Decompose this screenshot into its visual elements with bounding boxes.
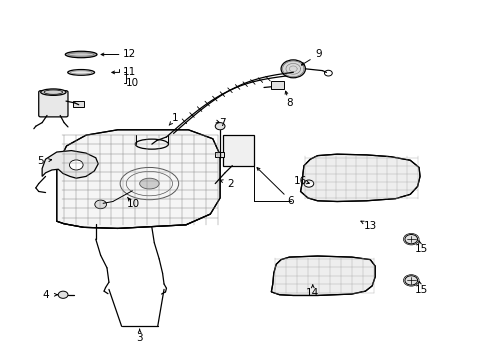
Circle shape — [215, 123, 224, 130]
Bar — [222, 135, 254, 166]
Text: 8: 8 — [285, 98, 292, 108]
Ellipse shape — [41, 89, 66, 95]
Bar — [215, 152, 224, 157]
Text: 16: 16 — [293, 176, 306, 186]
Polygon shape — [271, 256, 374, 296]
Ellipse shape — [68, 53, 94, 56]
Text: 9: 9 — [315, 49, 321, 59]
Bar — [271, 81, 283, 89]
Text: 6: 6 — [287, 196, 294, 206]
Ellipse shape — [140, 178, 159, 189]
Text: 15: 15 — [413, 285, 427, 296]
Circle shape — [58, 291, 68, 298]
Text: 13: 13 — [363, 221, 376, 231]
Ellipse shape — [68, 69, 94, 75]
Text: 4: 4 — [42, 290, 49, 300]
Ellipse shape — [65, 51, 97, 58]
Circle shape — [69, 160, 83, 170]
Text: 15: 15 — [413, 244, 427, 254]
Text: 7: 7 — [219, 118, 225, 128]
Text: 2: 2 — [227, 179, 234, 189]
Polygon shape — [42, 150, 98, 178]
Text: 12: 12 — [122, 49, 136, 59]
Text: 10: 10 — [125, 78, 139, 88]
Polygon shape — [300, 154, 419, 202]
Polygon shape — [57, 130, 220, 228]
Text: 5: 5 — [37, 156, 44, 166]
FancyBboxPatch shape — [39, 91, 68, 117]
Text: 3: 3 — [136, 333, 142, 343]
Circle shape — [304, 180, 313, 187]
Text: 11: 11 — [122, 67, 136, 77]
Bar — [73, 102, 83, 107]
Text: 10: 10 — [126, 199, 140, 210]
Circle shape — [404, 234, 417, 244]
Circle shape — [281, 60, 305, 78]
Text: 14: 14 — [305, 288, 319, 298]
Ellipse shape — [70, 71, 92, 74]
Circle shape — [404, 276, 417, 285]
Circle shape — [95, 200, 106, 209]
Text: 1: 1 — [172, 113, 178, 123]
